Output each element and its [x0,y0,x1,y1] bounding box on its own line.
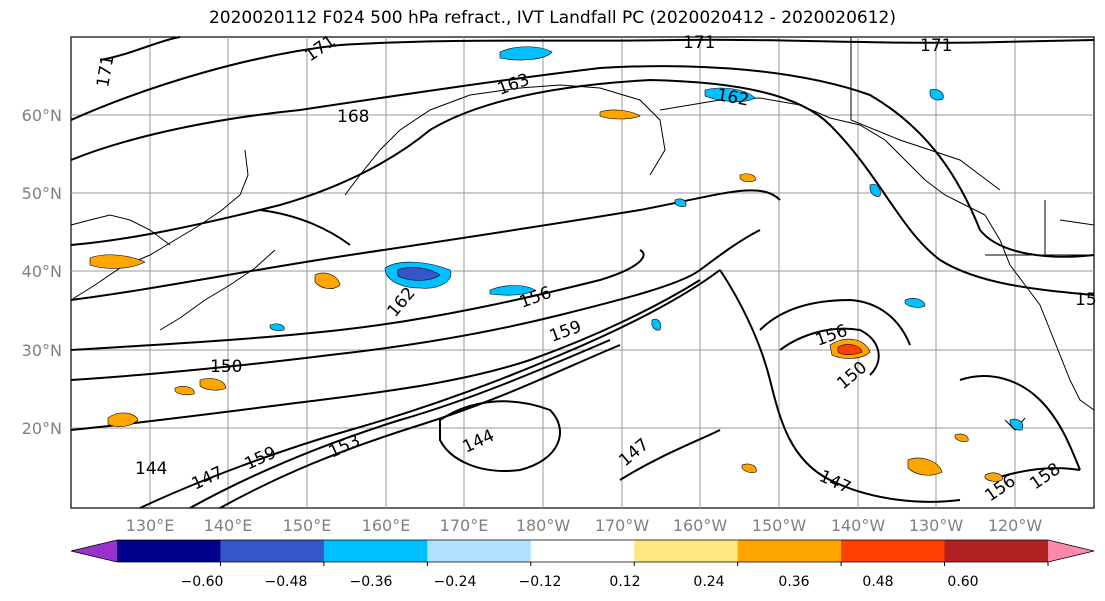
latitude-label: 60°N [22,106,62,125]
map-frame [70,36,1095,509]
colorbar-tick-label: 0.60 [947,574,978,590]
colorbar-ticks: −0.60 −0.48 −0.36 −0.24 −0.12 0.12 0.24 … [181,574,979,590]
colorbar-segment [117,540,221,562]
colorbar-segment [220,540,325,562]
colorbar-segment [737,540,842,562]
longitude-label: 160°E [362,516,411,535]
longitude-label: 120°W [988,516,1043,535]
colorbar-segment [427,540,532,562]
latitude-label: 20°N [22,419,62,438]
contour-label: 171 [920,36,952,56]
colorbar-segment [530,540,635,562]
contour-label: 168 [337,107,369,127]
contour-label: 144 [135,459,167,479]
latitude-label: 50°N [22,184,62,203]
colorbar-segment [841,540,946,562]
colorbar [70,539,1095,566]
colorbar-tick-label: −0.24 [434,574,477,590]
longitude-label: 160°W [673,516,728,535]
colorbar-segment [323,540,428,562]
colorbar-tick-label: −0.48 [265,574,308,590]
longitude-label: 150°W [752,516,807,535]
longitude-label: 170°W [595,516,650,535]
colorbar-tick-label: −0.60 [181,574,224,590]
colorbar-tick-label: 0.36 [778,574,809,590]
colorbar-tick-label: −0.12 [519,574,562,590]
refractivity-contours [70,36,1095,509]
contour-label: 150 [210,357,242,377]
colorbar-segment [944,540,1049,562]
colorbar-extend-high [1048,540,1094,562]
longitude-label: 170°E [440,516,489,535]
longitude-label: 180°W [516,516,571,535]
longitude-label: 130°W [909,516,964,535]
longitude-label: 150°E [283,516,332,535]
latitude-label: 30°N [22,341,62,360]
colorbar-segment [634,540,739,562]
longitude-label: 140°W [831,516,886,535]
contour-label: 171 [683,33,715,53]
latitude-label: 40°N [22,262,62,281]
latitude-labels: 60°N 50°N 40°N 30°N 20°N [22,106,62,438]
colorbar-extend-low [71,540,117,562]
ivt-anomaly-patches [89,46,1023,482]
longitude-labels: 130°E 140°E 150°E 160°E 170°E 180°W 170°… [126,516,1043,535]
colorbar-tick-label: 0.12 [609,574,640,590]
colorbar-tick-label: 0.48 [862,574,893,590]
contour-label: 15 [1075,290,1097,310]
longitude-label: 130°E [126,516,175,535]
colorbar-outline [70,539,1095,563]
colorbar-tick-label: −0.36 [350,574,393,590]
longitude-label: 140°E [204,516,253,535]
map-title: 2020020112 F024 500 hPa refract., IVT La… [208,8,896,28]
colorbar-tick-label: 0.24 [693,574,724,590]
